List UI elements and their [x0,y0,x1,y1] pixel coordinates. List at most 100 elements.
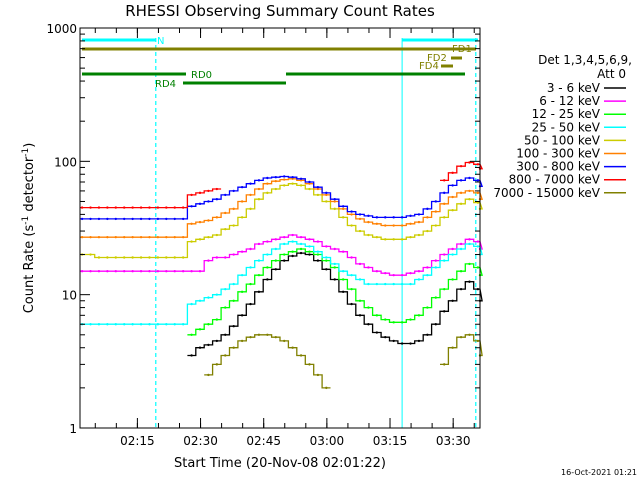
x-tick-label-2: 02:45 [246,434,281,448]
series-7-point-0 [80,206,84,209]
series-6-point-41 [426,207,429,211]
x-tick-label-5: 03:30 [436,434,471,448]
series-4-point-10 [165,256,168,259]
series-3-point-14 [198,299,202,302]
series-6-point-45 [459,179,463,182]
series-0-point-34 [367,323,370,326]
series-1-point-46 [468,238,471,241]
series-2-point-38 [400,321,404,324]
series-4-point-25 [291,182,294,185]
series-0-point-33 [358,314,362,317]
series-4-point-35 [375,235,379,239]
series-0-point-35 [375,331,379,334]
series-0-point-44 [451,299,454,302]
series-1-point-27 [308,238,311,241]
series-3-point-24 [283,242,286,246]
series-3-point-42 [434,266,437,269]
series-1-point-30 [333,247,336,251]
series-8-point-23 [274,335,277,339]
plot-frame [79,27,481,429]
series-3 [80,240,483,326]
legend-label-0: 3 - 6 keV [547,81,601,95]
series-line-4-0 [80,183,484,259]
series-3-point-6 [131,323,134,326]
series-1-point-0 [80,269,84,273]
series-4-point-9 [156,256,160,259]
series-7-point-1 [89,206,92,209]
series-7-point-16 [215,187,219,191]
annotation-fd1: FD1 [452,44,472,55]
series-5-point-7 [139,235,143,239]
series-4-point-41 [426,229,429,233]
series-2-point-13 [190,333,193,337]
series-3-point-5 [123,323,126,326]
series-5-point-29 [325,193,328,197]
y-axis-ticks: 1 10 100 1000 [46,22,480,436]
legend-label-2: 12 - 25 keV [532,107,601,121]
series-5-point-14 [198,220,202,224]
series-1-point-15 [207,259,210,262]
series-0-point-21 [257,290,261,294]
series-6-point-36 [384,216,387,219]
series-1-point-36 [384,271,387,275]
series-4-point-30 [333,207,336,211]
series-5-point-8 [148,235,151,239]
series-8-point-22 [266,333,269,337]
x-tick-label-0: 02:15 [120,434,155,448]
series-5-point-15 [207,219,210,222]
series-0-point-19 [240,314,244,317]
x-tick-label-3: 03:00 [310,434,345,448]
series-6-point-27 [308,180,311,184]
series-6-point-15 [207,200,210,203]
series-3-point-19 [240,273,244,277]
series-5-point-47 [476,191,480,195]
series-2-point-29 [325,259,328,262]
series-5-point-5 [123,235,126,239]
series-2-point-18 [232,299,235,302]
series-1-point-18 [232,253,235,256]
series-4-point-5 [123,256,126,259]
series-1-point-32 [350,256,353,259]
series-4-point-42 [434,224,437,227]
series-3-point-4 [114,323,117,326]
y-axis-label-sup2: -1 [21,148,31,157]
series-6-point-39 [409,214,412,218]
series-0-point-17 [224,333,227,337]
series-1-point-19 [240,250,244,253]
series-7-point-43 [443,179,446,182]
series-6-point-23 [274,176,277,179]
series-6-point-11 [173,217,176,221]
series-4-point-27 [308,187,311,191]
series-1-point-41 [426,266,429,269]
series-5-point-45 [459,191,463,195]
series-0-point-14 [198,346,202,349]
series-5-point-42 [434,210,437,213]
series-6-point-13 [190,205,193,208]
annotation-rd4: RD4 [155,79,176,90]
series-2-point-45 [459,269,463,273]
series-3-point-43 [443,259,446,262]
series-4-point-38 [400,238,404,241]
series-5-point-13 [190,222,193,226]
series-3-point-21 [257,259,261,262]
series-2-point-31 [341,278,345,281]
series-8-point-19 [240,339,244,343]
series-4-point-20 [249,207,252,211]
series-1 [80,233,483,277]
series-4-point-31 [341,216,345,219]
series-6-point-40 [417,213,421,216]
series-4-point-15 [207,235,210,239]
series-3-point-9 [156,323,160,326]
series-3-point-29 [325,256,328,259]
series-1-point-5 [123,269,126,273]
series-3-point-44 [451,253,454,256]
series-8-point-26 [299,354,303,357]
series-2-point-19 [240,290,244,294]
series-5-point-19 [240,200,244,203]
series-0-point-29 [325,268,328,271]
series-6-point-16 [215,197,219,201]
series-0-point-47 [476,287,480,291]
